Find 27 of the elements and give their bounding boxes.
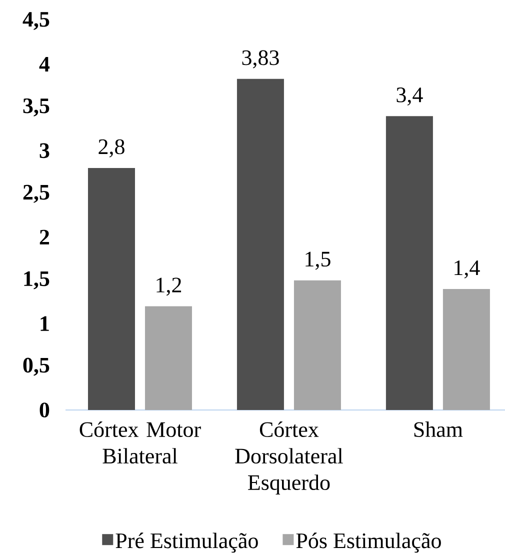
x-tick-label: Córtex Motor Bilateral [80, 422, 201, 464]
y-tick-label: 2,5 [23, 184, 50, 203]
legend-label: Pré Estimulação [116, 532, 258, 553]
y-tick-label: 4 [39, 56, 50, 72]
x-tick-label: Sham [414, 422, 463, 438]
data-label: 2,8 [98, 139, 124, 158]
bar [442, 288, 490, 410]
y-tick-label: 0 [40, 402, 50, 418]
bar [386, 116, 433, 410]
bar [294, 280, 341, 410]
data-label: 1,5 [306, 252, 330, 270]
y-tick-label: 1,5 [24, 271, 50, 290]
x-tick-label: Córtex Dorsolateral Esquerdo [235, 422, 343, 495]
y-tick-label: 3 [40, 143, 50, 158]
y-tick-label: 2 [40, 230, 50, 244]
y-tick-label: 0,5 [23, 358, 50, 376]
y-tick-label: 3,5 [23, 98, 50, 116]
y-tick-label: 4,5 [22, 12, 50, 30]
bar [236, 78, 284, 410]
data-label: 1,2 [156, 278, 182, 296]
y-tick-label: 1 [40, 316, 49, 331]
data-label: 3,4 [396, 88, 423, 106]
data-label: 3,83 [242, 50, 279, 68]
bar [88, 168, 135, 410]
data-label: 1,4 [454, 260, 480, 278]
legend-label: Pós Estimulação [296, 532, 441, 553]
bar [144, 306, 192, 410]
